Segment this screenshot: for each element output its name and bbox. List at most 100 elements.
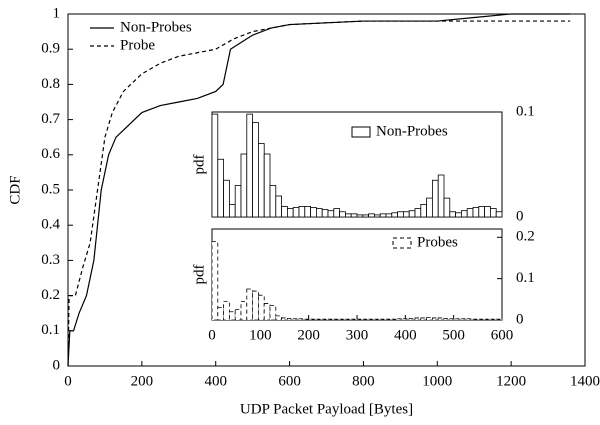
bar [333, 208, 340, 218]
bar [408, 210, 416, 218]
x-tick-label: 500 [442, 327, 465, 343]
bar [414, 208, 422, 218]
bar [495, 211, 503, 218]
bar [402, 211, 410, 218]
bar [234, 185, 242, 218]
bar [449, 318, 456, 321]
bar [466, 318, 474, 321]
bar [228, 203, 236, 218]
bar [402, 318, 410, 321]
bar [292, 207, 300, 218]
bar [437, 174, 445, 218]
bar [252, 122, 259, 218]
y-axis-label: CDF [7, 175, 23, 204]
bar [333, 318, 340, 321]
bar [234, 309, 242, 321]
bar [246, 288, 254, 321]
x-tick-label: 1400 [570, 373, 600, 389]
y-axis-label: pdf [191, 265, 207, 285]
legend-swatch [392, 237, 412, 249]
bar [466, 208, 474, 218]
bar [484, 318, 491, 321]
bar [350, 318, 358, 321]
bar [397, 318, 404, 321]
y-tick-label: 0.7 [41, 111, 60, 127]
bar [495, 318, 503, 321]
x-tick-label: 200 [297, 327, 320, 343]
y-tick-label: 0.5 [41, 181, 60, 197]
bar [240, 300, 248, 321]
bar [211, 113, 219, 218]
bar [472, 207, 480, 218]
bar [252, 290, 259, 321]
bar [298, 318, 306, 321]
bar [443, 197, 451, 218]
bar [489, 318, 497, 321]
legend-label: Non-Probes [376, 123, 448, 139]
bar [478, 318, 485, 321]
x-tick-label: 0 [64, 373, 72, 389]
y-tick-label: 0.2 [516, 229, 535, 245]
bar [455, 212, 462, 218]
bar [431, 179, 439, 218]
bar [385, 213, 393, 218]
y-tick-label: 0.6 [41, 146, 60, 162]
x-tick-label: 200 [131, 373, 154, 389]
bar [356, 318, 364, 321]
x-tick-label: 300 [346, 327, 369, 343]
y-tick-label: 0.1 [516, 270, 535, 286]
bar [449, 211, 456, 218]
bar [315, 318, 323, 321]
bar [281, 317, 288, 321]
bar [269, 185, 277, 218]
bar [344, 213, 352, 218]
bar [246, 113, 254, 218]
bar [281, 206, 288, 218]
y-tick-label: 0.9 [41, 41, 60, 57]
bar [327, 318, 335, 321]
bar [414, 317, 422, 321]
bar [339, 211, 346, 218]
bar [460, 210, 468, 218]
bar [327, 210, 335, 218]
legend-label: Non-Probes [120, 19, 192, 35]
y-axis-label: pdf [191, 155, 207, 175]
bar [443, 317, 451, 321]
bar [373, 318, 381, 321]
bar [263, 303, 271, 321]
bar [275, 315, 282, 321]
bar [286, 208, 294, 218]
bar [350, 213, 358, 218]
bar [426, 197, 433, 218]
x-tick-label: 400 [394, 327, 417, 343]
y-tick-label: 1 [53, 5, 61, 21]
bar [455, 318, 462, 321]
bar [217, 158, 225, 218]
y-tick-label: 0.4 [41, 217, 60, 233]
y-tick-label: 0.8 [41, 76, 60, 92]
x-tick-label: 600 [278, 373, 301, 389]
bar [223, 300, 230, 321]
bar [275, 195, 282, 218]
bar [321, 318, 329, 321]
x-tick-label: 1000 [422, 373, 452, 389]
bar [391, 212, 398, 218]
legend-swatch [351, 126, 371, 138]
x-tick-label: 800 [352, 373, 375, 389]
bar [379, 318, 387, 321]
bar [257, 143, 265, 218]
bar [339, 318, 346, 321]
y-tick-label: 0.2 [41, 287, 60, 303]
bar [478, 206, 485, 218]
bar [304, 206, 311, 218]
x-tick-label: 600 [491, 327, 514, 343]
bar [431, 317, 439, 321]
bar [379, 213, 387, 218]
bar [460, 318, 468, 321]
bar [211, 241, 219, 321]
x-axis-label: UDP Packet Payload [Bytes] [240, 401, 413, 417]
bar [472, 318, 480, 321]
bar [368, 213, 375, 218]
bar [420, 317, 427, 321]
bar [240, 153, 248, 218]
